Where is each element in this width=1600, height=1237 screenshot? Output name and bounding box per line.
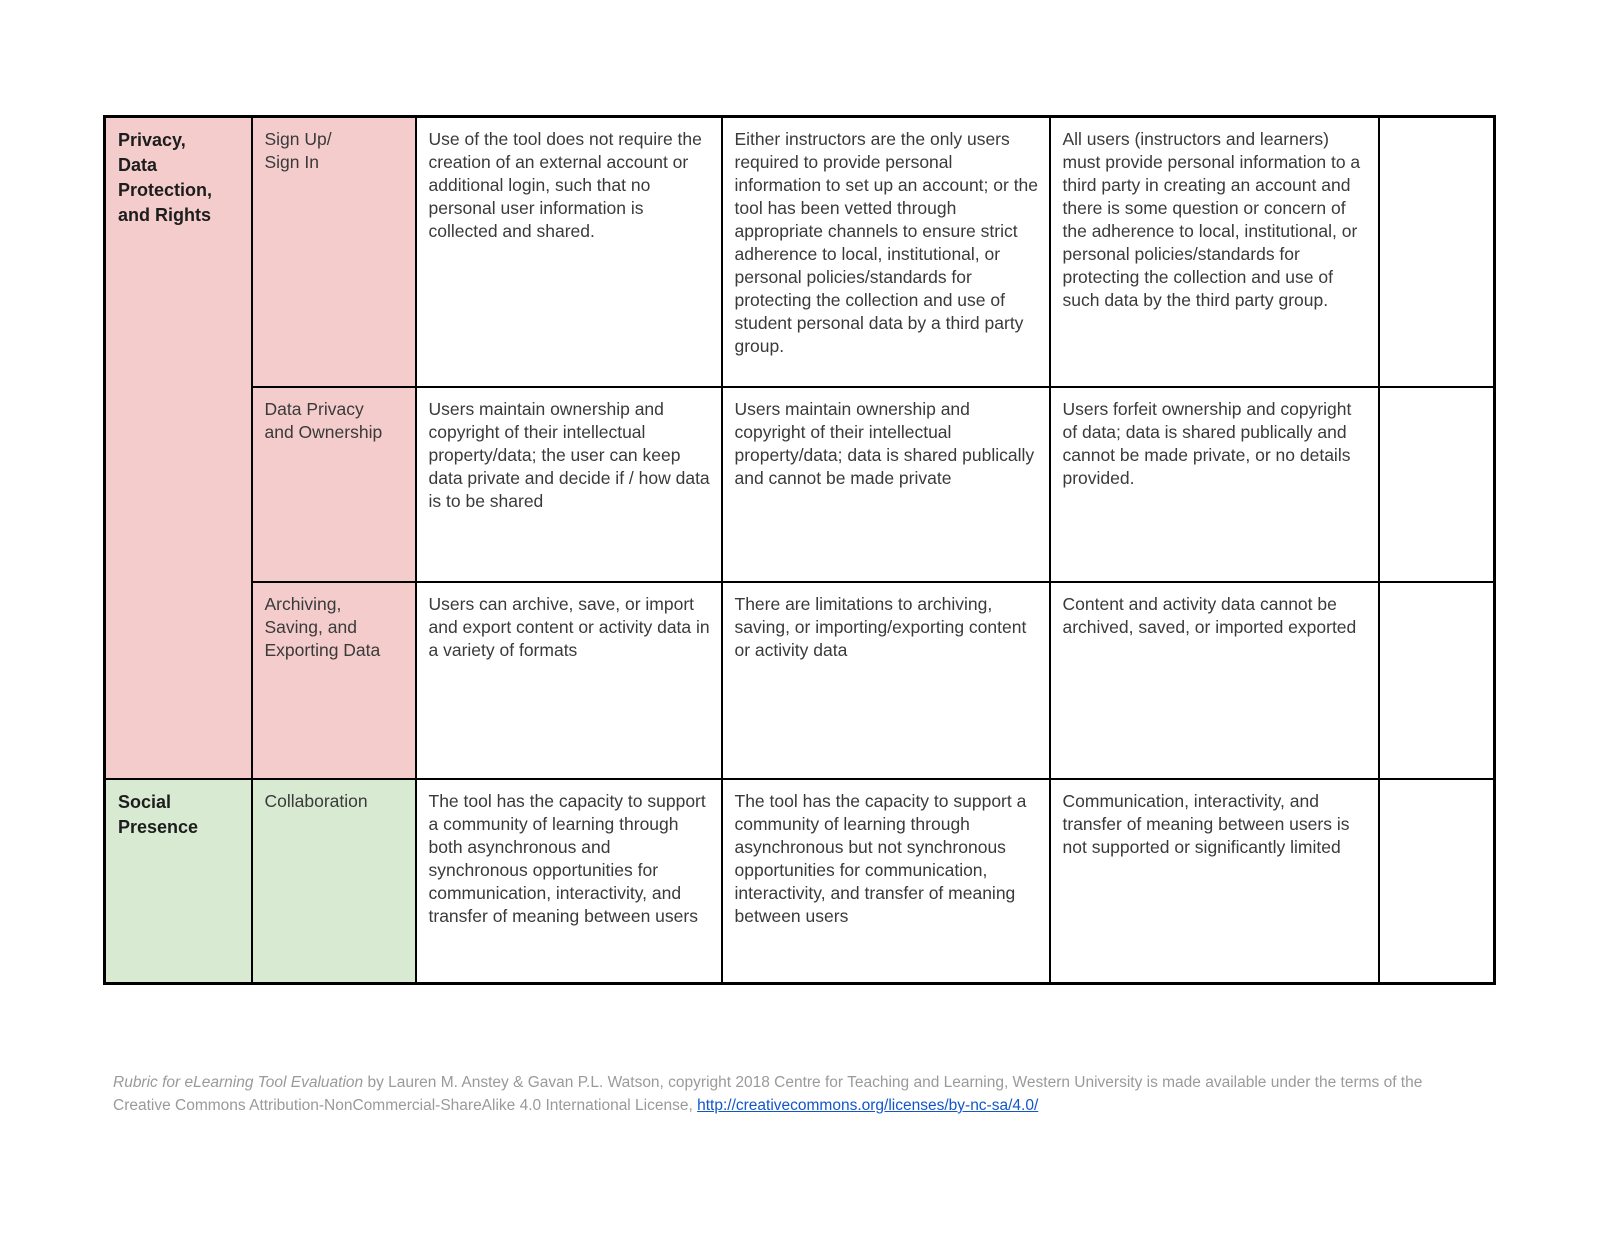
notes-cell	[1377, 385, 1496, 583]
level-cell: The tool has the capacity to support a c…	[720, 777, 1051, 985]
license-attribution: Rubric for eLearning Tool Evaluation by …	[113, 1071, 1445, 1117]
notes-cell	[1377, 777, 1496, 985]
level-cell: All users (instructors and learners) mus…	[1048, 115, 1380, 388]
rubric-table: Privacy, Data Protection, and Rights Sig…	[103, 115, 1496, 985]
criterion-cell-collaboration: Collaboration	[250, 777, 417, 985]
level-cell: Either instructors are the only users re…	[720, 115, 1051, 388]
category-cell-social-presence: Social Presence	[103, 777, 253, 985]
table-row: Data Privacy and Ownership Users maintai…	[105, 385, 1496, 583]
level-cell: The tool has the capacity to support a c…	[414, 777, 723, 985]
notes-cell	[1377, 115, 1496, 388]
table-row: Social Presence Collaboration The tool h…	[103, 777, 1496, 985]
table-row: Privacy, Data Protection, and Rights Sig…	[103, 115, 1496, 780]
attribution-text: by Lauren M. Anstey & Gavan P.L. Watson,…	[113, 1074, 1423, 1114]
level-cell: Users forfeit ownership and copyright of…	[1048, 385, 1380, 583]
criterion-cell-archiving: Archiving, Saving, and Exporting Data	[250, 580, 417, 780]
level-cell: There are limitations to archiving, savi…	[720, 580, 1051, 780]
document-title: Rubric for eLearning Tool Evaluation	[113, 1074, 364, 1091]
level-cell: Users maintain ownership and copyright o…	[720, 385, 1051, 583]
level-cell: Content and activity data cannot be arch…	[1048, 580, 1380, 780]
category-cell-privacy: Privacy, Data Protection, and Rights	[103, 115, 253, 780]
notes-cell	[1377, 580, 1496, 780]
criterion-cell-data-privacy: Data Privacy and Ownership	[250, 385, 417, 583]
level-cell: Users can archive, save, or import and e…	[414, 580, 723, 780]
level-cell: Users maintain ownership and copyright o…	[414, 385, 723, 583]
table-row: Archiving, Saving, and Exporting Data Us…	[105, 580, 1496, 780]
level-cell: Use of the tool does not require the cre…	[414, 115, 723, 388]
cc-license-link[interactable]: http://creativecommons.org/licenses/by-n…	[697, 1097, 1039, 1114]
criterion-cell-signup-signin: Sign Up/ Sign In	[250, 115, 417, 388]
level-cell: Communication, interactivity, and transf…	[1048, 777, 1380, 985]
